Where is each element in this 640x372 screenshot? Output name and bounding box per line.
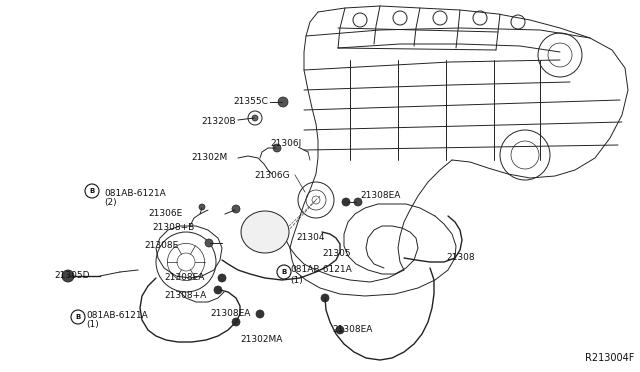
Circle shape (354, 198, 362, 206)
Text: (1): (1) (86, 321, 99, 330)
Text: R213004F: R213004F (586, 353, 635, 363)
Circle shape (252, 115, 258, 121)
Text: B: B (90, 188, 95, 194)
Text: 21304: 21304 (296, 232, 324, 241)
Circle shape (273, 144, 281, 152)
Text: 21308E: 21308E (144, 241, 179, 250)
Text: 21308EA: 21308EA (360, 192, 401, 201)
Text: 21302MA: 21302MA (240, 336, 282, 344)
Text: B: B (282, 269, 287, 275)
Text: 081AB-6121A: 081AB-6121A (86, 311, 148, 320)
Text: 21308EA: 21308EA (164, 273, 204, 282)
Text: 081AB-6121A: 081AB-6121A (290, 266, 352, 275)
Text: 21306G: 21306G (254, 170, 290, 180)
Text: 21308: 21308 (446, 253, 475, 262)
Text: 21308+B: 21308+B (152, 224, 195, 232)
Text: 21306E: 21306E (148, 208, 182, 218)
Circle shape (278, 97, 288, 107)
Text: 21308+A: 21308+A (164, 292, 206, 301)
Circle shape (218, 274, 226, 282)
Circle shape (214, 286, 222, 294)
Text: (1): (1) (290, 276, 303, 285)
Text: 21320B: 21320B (202, 116, 236, 125)
Circle shape (321, 294, 329, 302)
Circle shape (336, 326, 344, 334)
Circle shape (342, 198, 350, 206)
Text: B: B (76, 314, 81, 320)
Circle shape (232, 205, 240, 213)
Circle shape (205, 239, 213, 247)
Ellipse shape (241, 211, 289, 253)
Circle shape (62, 270, 74, 282)
Text: 21305D: 21305D (54, 270, 90, 279)
Text: 21308EA: 21308EA (210, 308, 250, 317)
Circle shape (199, 204, 205, 210)
Text: 21308EA: 21308EA (332, 326, 372, 334)
Text: 081AB-6121A: 081AB-6121A (104, 189, 166, 198)
Text: 21306J: 21306J (271, 140, 302, 148)
Text: 21305: 21305 (322, 250, 351, 259)
Text: (2): (2) (104, 198, 116, 206)
Circle shape (232, 318, 240, 326)
Text: 21355C: 21355C (233, 97, 268, 106)
Circle shape (256, 310, 264, 318)
Text: 21302M: 21302M (192, 154, 228, 163)
